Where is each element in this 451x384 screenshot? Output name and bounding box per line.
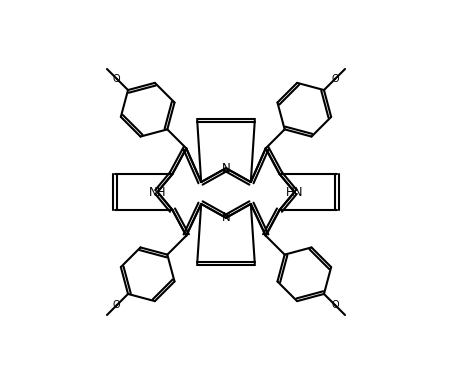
Text: O: O <box>331 300 338 310</box>
Text: HN: HN <box>285 185 303 199</box>
Text: O: O <box>113 74 120 84</box>
Text: N: N <box>221 211 230 224</box>
Text: O: O <box>113 300 120 310</box>
Text: O: O <box>331 74 338 84</box>
Text: N: N <box>221 162 230 175</box>
Text: NH: NH <box>148 185 166 199</box>
